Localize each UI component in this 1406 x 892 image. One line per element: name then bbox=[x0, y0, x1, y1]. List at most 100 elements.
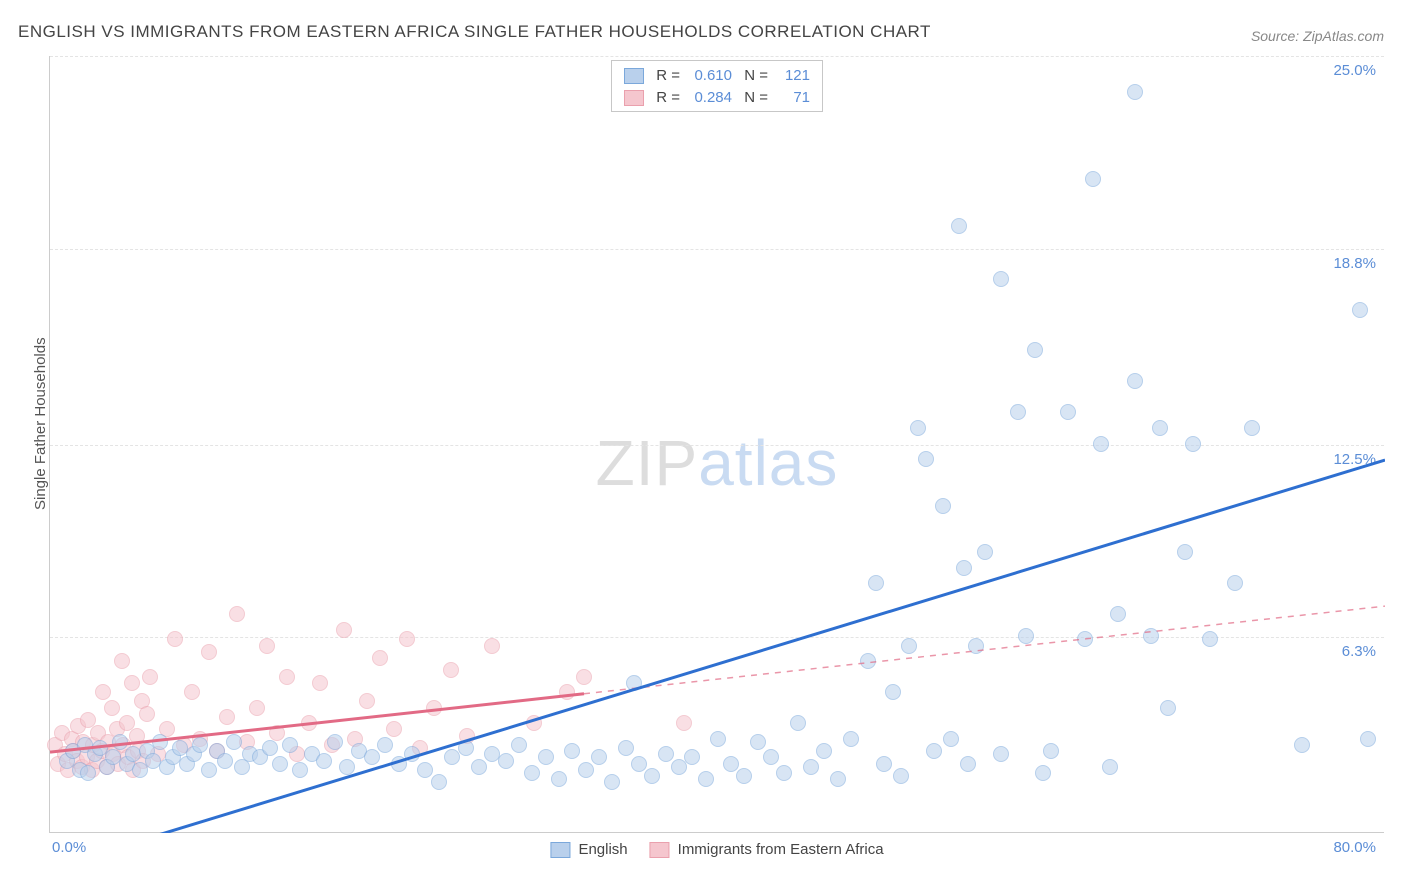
legend-label-immigrants: Immigrants from Eastern Africa bbox=[678, 841, 884, 858]
data-point bbox=[217, 753, 233, 769]
x-tick-label: 0.0% bbox=[52, 839, 86, 856]
chart-title: ENGLISH VS IMMIGRANTS FROM EASTERN AFRIC… bbox=[18, 22, 931, 42]
data-point bbox=[372, 650, 388, 666]
data-point bbox=[538, 749, 554, 765]
data-point bbox=[114, 653, 130, 669]
data-point bbox=[282, 737, 298, 753]
data-point bbox=[658, 746, 674, 762]
data-point bbox=[399, 631, 415, 647]
data-point bbox=[790, 715, 806, 731]
data-point bbox=[316, 753, 332, 769]
data-point bbox=[1060, 404, 1076, 420]
data-point bbox=[993, 746, 1009, 762]
data-point bbox=[443, 662, 459, 678]
data-point bbox=[142, 669, 158, 685]
data-point bbox=[631, 756, 647, 772]
data-point bbox=[484, 638, 500, 654]
data-point bbox=[876, 756, 892, 772]
data-point bbox=[1127, 373, 1143, 389]
y-tick-label: 25.0% bbox=[1333, 62, 1376, 79]
n-value-english: 121 bbox=[776, 65, 810, 87]
n-label: N = bbox=[740, 87, 768, 109]
n-label: N = bbox=[740, 65, 768, 87]
data-point bbox=[830, 771, 846, 787]
data-point bbox=[364, 749, 380, 765]
data-point bbox=[551, 771, 567, 787]
watermark-atlas: atlas bbox=[698, 427, 838, 499]
data-point bbox=[1294, 737, 1310, 753]
data-point bbox=[524, 765, 540, 781]
data-point bbox=[1185, 436, 1201, 452]
stats-box: R = 0.610 N = 121 R = 0.284 N = 71 bbox=[611, 60, 823, 112]
data-point bbox=[112, 734, 128, 750]
data-point bbox=[139, 706, 155, 722]
data-point bbox=[1110, 606, 1126, 622]
legend-swatch-english bbox=[550, 842, 570, 858]
stats-row-english: R = 0.610 N = 121 bbox=[624, 65, 810, 87]
data-point bbox=[1227, 575, 1243, 591]
data-point bbox=[750, 734, 766, 750]
data-point bbox=[860, 653, 876, 669]
data-point bbox=[885, 684, 901, 700]
data-point bbox=[272, 756, 288, 772]
data-point bbox=[935, 498, 951, 514]
r-label: R = bbox=[652, 65, 680, 87]
data-point bbox=[229, 606, 245, 622]
data-point bbox=[292, 762, 308, 778]
data-point bbox=[1202, 631, 1218, 647]
legend-swatch-immigrants bbox=[650, 842, 670, 858]
y-axis-label: Single Father Households bbox=[32, 337, 49, 510]
y-tick-label: 6.3% bbox=[1342, 643, 1376, 660]
r-value-immigrants: 0.284 bbox=[688, 87, 732, 109]
data-point bbox=[377, 737, 393, 753]
data-point bbox=[417, 762, 433, 778]
data-point bbox=[698, 771, 714, 787]
data-point bbox=[1102, 759, 1118, 775]
data-point bbox=[1143, 628, 1159, 644]
data-point bbox=[1085, 171, 1101, 187]
data-point bbox=[644, 768, 660, 784]
data-point bbox=[1077, 631, 1093, 647]
data-point bbox=[458, 740, 474, 756]
data-point bbox=[167, 631, 183, 647]
data-point bbox=[1093, 436, 1109, 452]
data-point bbox=[893, 768, 909, 784]
data-point bbox=[359, 693, 375, 709]
data-point bbox=[763, 749, 779, 765]
data-point bbox=[1027, 342, 1043, 358]
gridline bbox=[50, 249, 1384, 250]
data-point bbox=[226, 734, 242, 750]
data-point bbox=[386, 721, 402, 737]
data-point bbox=[993, 271, 1009, 287]
data-point bbox=[1010, 404, 1026, 420]
data-point bbox=[129, 728, 145, 744]
data-point bbox=[868, 575, 884, 591]
data-point bbox=[1018, 628, 1034, 644]
data-point bbox=[776, 765, 792, 781]
data-point bbox=[951, 218, 967, 234]
data-point bbox=[1043, 743, 1059, 759]
source-label: Source: ZipAtlas.com bbox=[1251, 28, 1384, 44]
data-point bbox=[960, 756, 976, 772]
watermark: ZIPatlas bbox=[596, 426, 839, 500]
data-point bbox=[201, 644, 217, 660]
swatch-immigrants bbox=[624, 90, 644, 106]
data-point bbox=[736, 768, 752, 784]
data-point bbox=[618, 740, 634, 756]
gridline bbox=[50, 56, 1384, 57]
data-point bbox=[576, 669, 592, 685]
data-point bbox=[843, 731, 859, 747]
data-point bbox=[192, 737, 208, 753]
stats-row-immigrants: R = 0.284 N = 71 bbox=[624, 87, 810, 109]
r-value-english: 0.610 bbox=[688, 65, 732, 87]
legend-label-english: English bbox=[578, 841, 627, 858]
data-point bbox=[426, 700, 442, 716]
data-point bbox=[816, 743, 832, 759]
r-label: R = bbox=[652, 87, 680, 109]
data-point bbox=[926, 743, 942, 759]
data-point bbox=[262, 740, 278, 756]
data-point bbox=[526, 715, 542, 731]
data-point bbox=[591, 749, 607, 765]
data-point bbox=[511, 737, 527, 753]
data-point bbox=[559, 684, 575, 700]
